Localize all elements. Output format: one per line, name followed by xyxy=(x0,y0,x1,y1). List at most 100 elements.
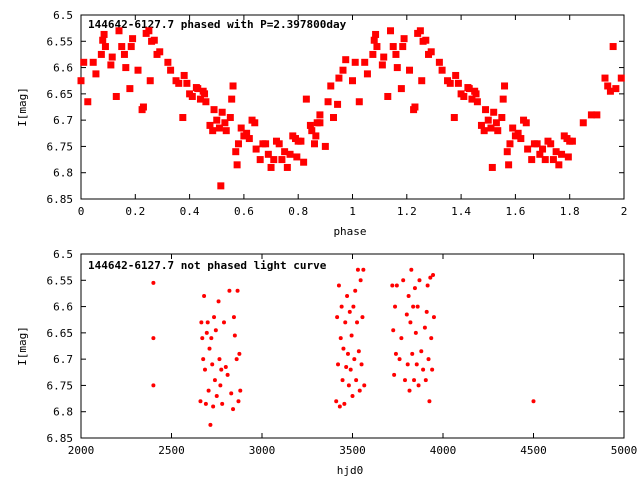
phased-light-curve-panel: 144642-6127.7 phased with P=2.397800day … xyxy=(16,9,627,238)
x-tick-label: 2000 xyxy=(68,444,95,457)
data-point xyxy=(391,328,396,333)
data-point xyxy=(393,351,398,356)
data-point xyxy=(418,77,426,85)
data-point xyxy=(422,325,427,330)
y-tick-label: 6.8 xyxy=(53,167,73,180)
data-point xyxy=(494,127,502,135)
data-point xyxy=(232,333,237,338)
data-point xyxy=(346,383,351,388)
data-point xyxy=(129,35,137,43)
data-point xyxy=(338,336,343,341)
data-point xyxy=(183,79,191,87)
data-point xyxy=(335,315,340,320)
data-point xyxy=(339,304,344,309)
data-points xyxy=(77,27,625,190)
data-point xyxy=(399,336,404,341)
data-point xyxy=(334,399,339,404)
data-point xyxy=(354,378,359,383)
data-point xyxy=(112,92,120,100)
data-point xyxy=(549,156,557,164)
data-point xyxy=(362,383,367,388)
data-point xyxy=(506,140,514,148)
data-point xyxy=(555,161,563,169)
data-point xyxy=(180,71,188,79)
y-tick-label: 6.7 xyxy=(53,353,73,366)
data-point xyxy=(108,53,116,61)
x-tick-label: 1.4 xyxy=(451,205,471,218)
data-point xyxy=(167,66,175,74)
data-point xyxy=(80,58,88,66)
data-point xyxy=(201,90,209,98)
data-point xyxy=(210,362,215,367)
data-point xyxy=(411,304,416,309)
data-point xyxy=(426,357,431,362)
data-point xyxy=(329,114,337,122)
y-tick-label: 6.55 xyxy=(47,35,74,48)
data-point xyxy=(107,61,115,69)
data-point xyxy=(423,378,428,383)
data-point xyxy=(211,404,216,409)
data-point xyxy=(349,77,356,85)
data-point xyxy=(235,288,240,293)
data-point xyxy=(355,320,360,325)
data-point xyxy=(202,98,210,106)
data-point xyxy=(234,140,242,148)
data-point xyxy=(450,114,458,122)
x-tick-label: 4000 xyxy=(430,444,457,457)
plot-frame xyxy=(80,253,625,439)
x-tick-label: 0.6 xyxy=(234,205,254,218)
data-point xyxy=(221,320,226,325)
data-point xyxy=(202,367,207,372)
data-point xyxy=(524,145,532,153)
chart-title: 144642-6127.7 phased with P=2.397800day xyxy=(88,18,347,31)
data-point xyxy=(100,30,108,38)
data-point xyxy=(179,114,187,122)
y-axis-label: I[mag] xyxy=(16,326,29,366)
data-point xyxy=(316,111,324,119)
data-point xyxy=(120,50,128,58)
data-point xyxy=(399,43,407,51)
data-point xyxy=(221,119,229,127)
data-point xyxy=(327,82,335,90)
data-point xyxy=(351,58,359,66)
data-point xyxy=(400,35,408,43)
data-point xyxy=(531,399,536,404)
data-point xyxy=(587,111,595,119)
data-point xyxy=(428,275,433,280)
data-point xyxy=(336,283,341,288)
data-point xyxy=(238,388,243,393)
y-tick-label: 6.85 xyxy=(47,193,74,206)
data-point xyxy=(115,27,123,35)
data-point xyxy=(99,36,107,44)
data-point xyxy=(407,388,412,393)
data-point xyxy=(361,58,369,66)
data-point xyxy=(482,106,490,114)
data-point xyxy=(369,50,377,58)
data-point xyxy=(392,372,397,377)
data-point xyxy=(278,156,286,164)
data-point xyxy=(593,111,601,119)
plot-frame xyxy=(80,14,625,200)
data-point xyxy=(203,401,208,406)
data-point xyxy=(397,357,402,362)
data-point xyxy=(209,336,214,341)
data-point xyxy=(431,273,436,278)
data-point xyxy=(350,393,355,398)
y-tick-label: 6.7 xyxy=(53,114,73,127)
x-tick-label: 2500 xyxy=(158,444,185,457)
data-point xyxy=(220,401,225,406)
x-tick-label: 0.4 xyxy=(180,205,200,218)
data-point xyxy=(347,309,352,314)
data-point xyxy=(297,137,305,145)
data-point xyxy=(353,288,358,293)
data-point xyxy=(427,399,432,404)
y-axis-label: I[mag] xyxy=(16,87,29,127)
data-point xyxy=(419,349,424,354)
data-point xyxy=(228,95,236,103)
data-point xyxy=(390,283,395,288)
data-point xyxy=(252,145,260,153)
x-tick-label: 0.8 xyxy=(288,205,308,218)
axis-ticks: 2000 2500 3000 3500 4000 4500 5000 6.5 6.55 6.6 6.… xyxy=(47,248,638,457)
unphased-light-curve-panel: 144642-6127.7 not phased light curve hjd… xyxy=(16,248,637,477)
data-point xyxy=(505,161,513,169)
